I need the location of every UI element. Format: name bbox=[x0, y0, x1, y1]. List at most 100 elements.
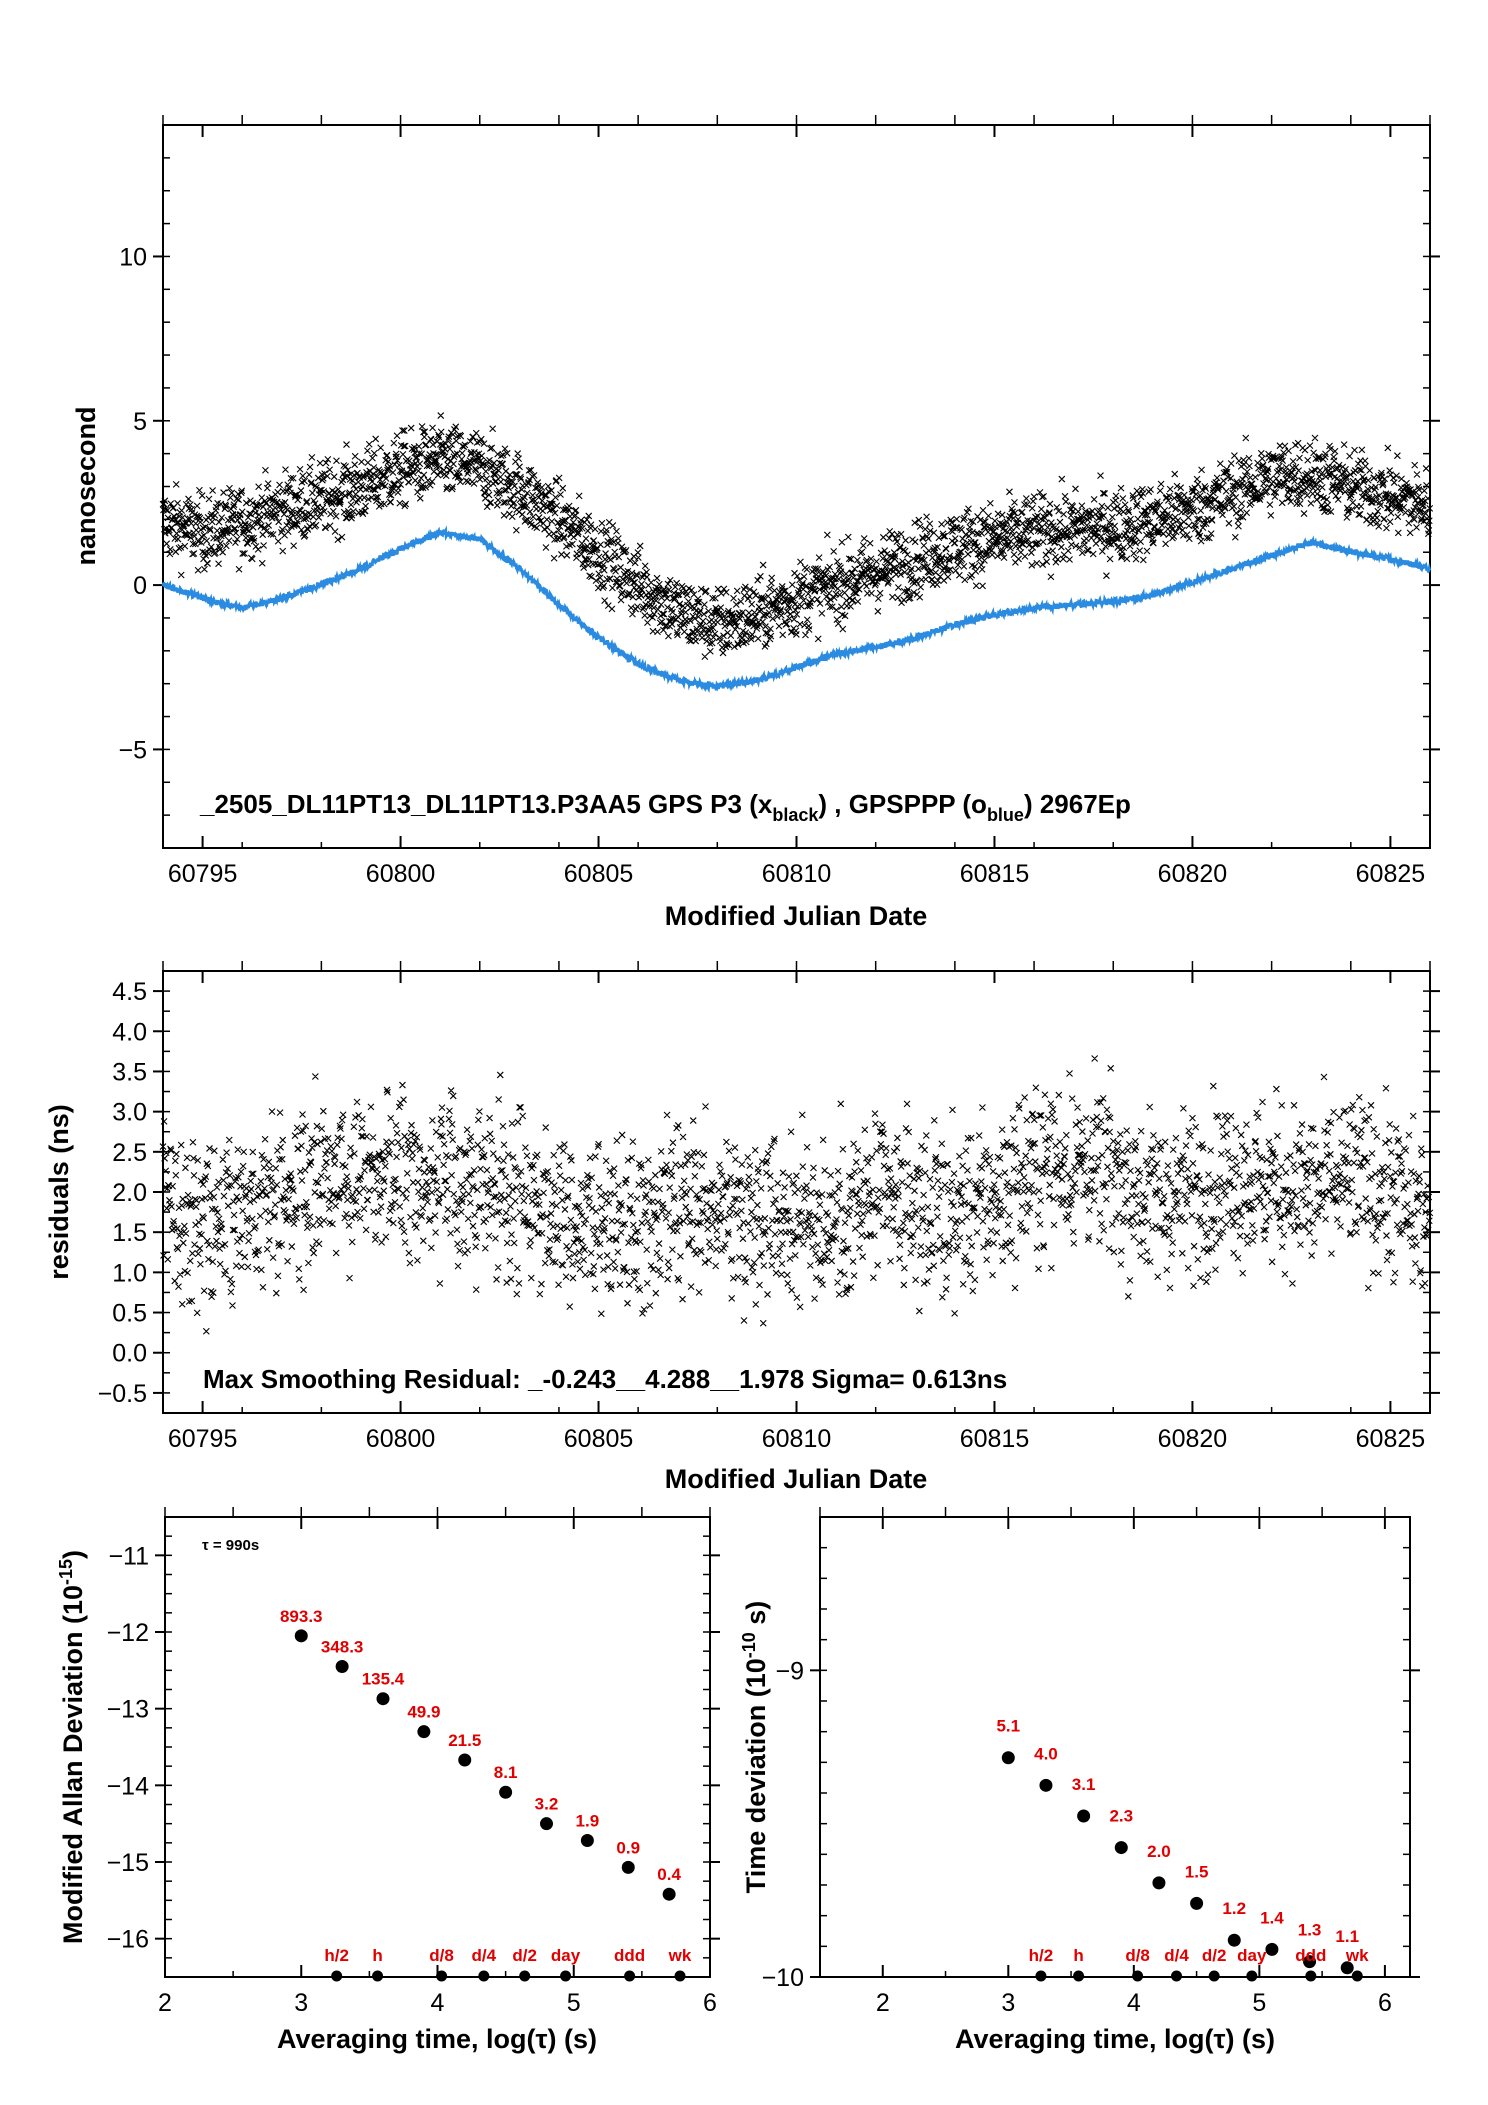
interval-marker bbox=[1035, 1970, 1047, 1982]
x-tick-label: 4 bbox=[431, 1989, 445, 2017]
tdev-ylabel-exp: -10 bbox=[739, 1632, 759, 1658]
deviation-point bbox=[621, 1860, 635, 1874]
x-tick-label: 60805 bbox=[564, 860, 634, 888]
tau-note: τ = 990s bbox=[202, 1537, 259, 1554]
deviation-point bbox=[1039, 1778, 1053, 1792]
residual-points bbox=[159, 1055, 1434, 1335]
y-tick-label: −16 bbox=[107, 1926, 149, 1954]
tdev-data: 5.1 4.0 3.1 2.3 2.0 1.5 1.2 1.4 1.3 1.1 h/2 h d/8 d/4… bbox=[996, 1717, 1369, 1982]
y-tick-label: 0 bbox=[133, 572, 147, 600]
allan-ylabel-main: Modified Allan Deviation (10 bbox=[58, 1585, 88, 1944]
interval-marker-label: wk bbox=[1345, 1946, 1369, 1965]
deviation-value-label: 2.3 bbox=[1109, 1807, 1133, 1826]
interval-marker bbox=[478, 1970, 490, 1982]
deviation-point bbox=[662, 1887, 676, 1901]
deviation-point bbox=[540, 1817, 553, 1831]
x-tick-label: 60820 bbox=[1158, 860, 1228, 888]
gpsppp-trace bbox=[161, 525, 1432, 694]
deviation-point bbox=[1114, 1841, 1128, 1855]
offset-x-axis-label: Modified Julian Date bbox=[665, 901, 928, 931]
interval-marker bbox=[560, 1970, 572, 1982]
y-tick-label: 2.0 bbox=[112, 1179, 147, 1207]
interval-marker-label: d/4 bbox=[1164, 1946, 1189, 1965]
allan-axis-ticks: 2 3 4 5 6 −16 −15 −14 −13 −12 −11 bbox=[107, 1507, 720, 2017]
y-tick-label: 1.5 bbox=[112, 1219, 147, 1247]
x-tick-label: 60825 bbox=[1356, 860, 1426, 888]
residuals-x-axis-label: Modified Julian Date bbox=[665, 1464, 928, 1494]
offset-panel: 60795 60800 60805 60810 60815 60820 60825 −5 0 5 1… bbox=[71, 115, 1440, 931]
x-tick-label: 60820 bbox=[1158, 1425, 1228, 1453]
annotation-sub-blue: blue bbox=[987, 805, 1024, 825]
interval-marker bbox=[624, 1970, 636, 1982]
interval-marker-label: d/8 bbox=[1125, 1946, 1150, 1965]
deviation-value-label: 135.4 bbox=[362, 1670, 405, 1689]
interval-marker bbox=[1073, 1970, 1085, 1982]
offset-y-axis-label: nanosecond bbox=[71, 406, 101, 565]
y-tick-label: 0.0 bbox=[112, 1340, 147, 1368]
x-tick-label: 60815 bbox=[960, 860, 1030, 888]
y-tick-label: −10 bbox=[762, 1964, 804, 1992]
deviation-value-label: 0.4 bbox=[657, 1865, 681, 1884]
deviation-point bbox=[1303, 1955, 1317, 1969]
x-tick-label: 60810 bbox=[762, 860, 832, 888]
y-tick-label: −0.5 bbox=[98, 1380, 147, 1408]
interval-marker bbox=[1305, 1970, 1317, 1982]
interval-marker-label: d/2 bbox=[512, 1946, 537, 1965]
deviation-point bbox=[580, 1834, 594, 1848]
interval-marker-label: ddd bbox=[1295, 1946, 1326, 1965]
offset-annotation: _2505_DL11PT13_DL11PT13.P3AA5 GPS P3 (xb… bbox=[199, 789, 1131, 825]
deviation-value-label: 0.9 bbox=[616, 1838, 640, 1857]
x-tick-label: 2 bbox=[876, 1989, 890, 2017]
x-tick-label: 6 bbox=[1378, 1989, 1392, 2017]
allan-ylabel-exp: -15 bbox=[56, 1559, 76, 1585]
tdev-ylabel-end: s) bbox=[741, 1601, 771, 1633]
deviation-value-label: 4.0 bbox=[1034, 1744, 1058, 1763]
residuals-data bbox=[159, 1055, 1434, 1335]
x-tick-label: 5 bbox=[567, 1989, 581, 2017]
y-tick-label: 4.0 bbox=[112, 1018, 147, 1046]
y-tick-label: 3.5 bbox=[112, 1058, 147, 1086]
y-tick-label: 2.5 bbox=[112, 1139, 147, 1167]
allan-plot-frame bbox=[164, 1516, 711, 1978]
residuals-plot-frame bbox=[162, 970, 1431, 1414]
interval-marker-label: d/2 bbox=[1202, 1946, 1227, 1965]
tdev-x-axis-label: Averaging time, log(τ) (s) bbox=[955, 2024, 1275, 2054]
tdev-plot-frame bbox=[819, 1516, 1411, 1978]
deviation-point bbox=[417, 1725, 431, 1739]
time-deviation-panel: 2 3 4 5 6 −10 −9 5.1 4.0 3.1 2.3 2.0 1.5 1.2 1.4 1.3 1.… bbox=[739, 1507, 1420, 2054]
x-tick-label: 3 bbox=[1001, 1989, 1015, 2017]
interval-marker bbox=[674, 1970, 686, 1982]
x-tick-label: 2 bbox=[158, 1989, 172, 2017]
y-tick-label: 10 bbox=[119, 243, 147, 271]
residuals-annotation: Max Smoothing Residual: _-0.243__4.288__… bbox=[203, 1364, 1007, 1394]
deviation-value-label: 1.3 bbox=[1298, 1921, 1322, 1940]
deviation-point bbox=[1077, 1809, 1091, 1823]
interval-marker bbox=[436, 1970, 448, 1982]
annotation-mid: ) , GPSPPP (o bbox=[818, 789, 987, 819]
annotation-sub-black: black bbox=[772, 805, 819, 825]
interval-marker bbox=[519, 1970, 531, 1982]
deviation-point bbox=[294, 1629, 308, 1643]
interval-marker-label: h/2 bbox=[1029, 1946, 1054, 1965]
annotation-suffix: ) 2967Ep bbox=[1024, 789, 1131, 819]
interval-marker bbox=[1351, 1970, 1363, 1982]
deviation-value-label: 1.1 bbox=[1335, 1927, 1359, 1946]
interval-marker bbox=[1171, 1970, 1183, 1982]
x-tick-label: 60795 bbox=[168, 860, 238, 888]
y-tick-label: −15 bbox=[107, 1849, 149, 1877]
interval-marker-label: d/8 bbox=[429, 1946, 454, 1965]
y-tick-label: 0.5 bbox=[112, 1300, 147, 1328]
deviation-value-label: 49.9 bbox=[407, 1703, 440, 1722]
x-tick-label: 4 bbox=[1127, 1989, 1141, 2017]
interval-marker-label: h bbox=[1073, 1946, 1083, 1965]
interval-marker-label: d/4 bbox=[472, 1946, 497, 1965]
deviation-point bbox=[376, 1692, 390, 1706]
interval-marker-label: day bbox=[1237, 1946, 1267, 1965]
deviation-value-label: 5.1 bbox=[996, 1717, 1020, 1736]
interval-marker bbox=[1208, 1970, 1220, 1982]
deviation-value-label: 1.9 bbox=[576, 1812, 600, 1831]
deviation-value-label: 1.4 bbox=[1260, 1908, 1284, 1927]
deviation-value-label: 21.5 bbox=[448, 1731, 481, 1750]
residuals-y-axis-label: residuals (ns) bbox=[44, 1104, 74, 1280]
